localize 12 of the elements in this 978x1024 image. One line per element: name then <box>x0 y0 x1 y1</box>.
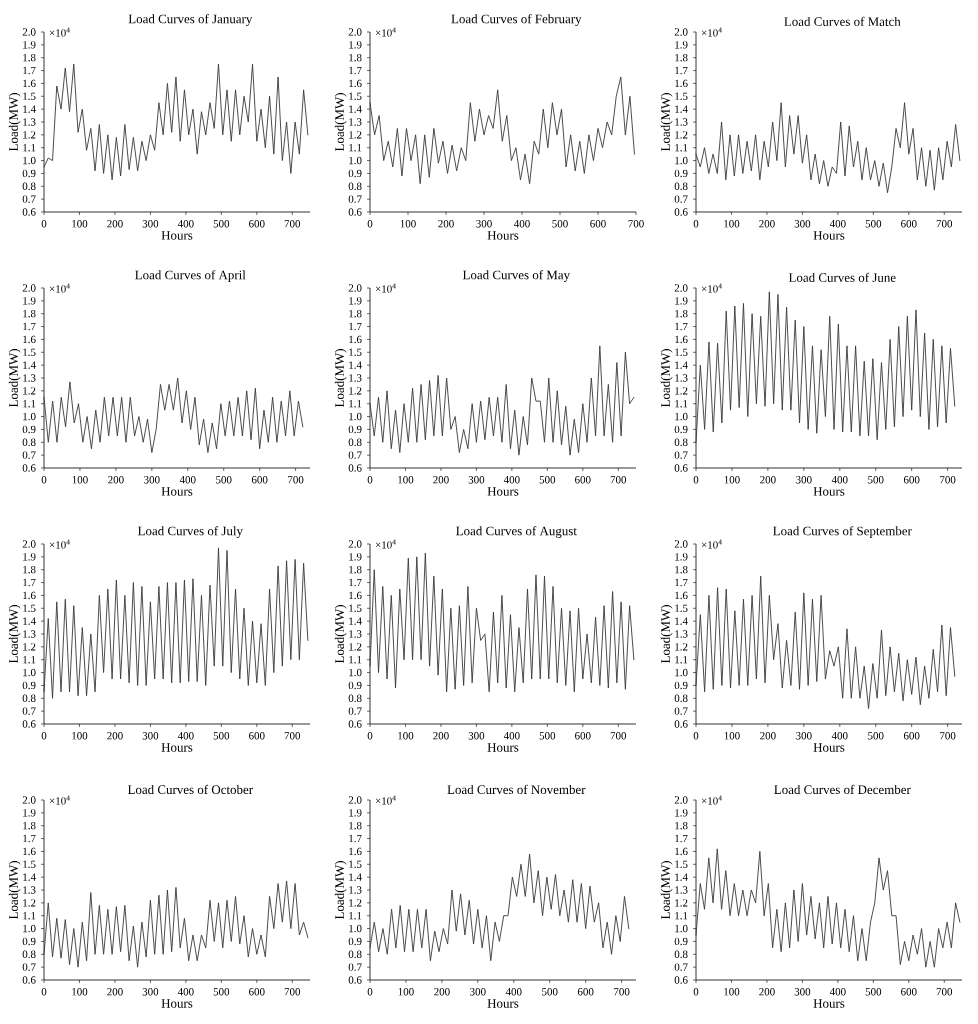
line-series <box>43 880 309 968</box>
line-series <box>695 575 956 710</box>
line-series <box>43 547 309 699</box>
line-series <box>695 102 961 194</box>
line-series <box>369 76 635 185</box>
line-series <box>369 345 635 456</box>
line-series <box>695 848 961 968</box>
line-series <box>43 63 309 181</box>
line-series <box>369 853 630 962</box>
line-series <box>369 552 635 693</box>
line-series <box>695 291 956 443</box>
line-series <box>43 377 304 454</box>
